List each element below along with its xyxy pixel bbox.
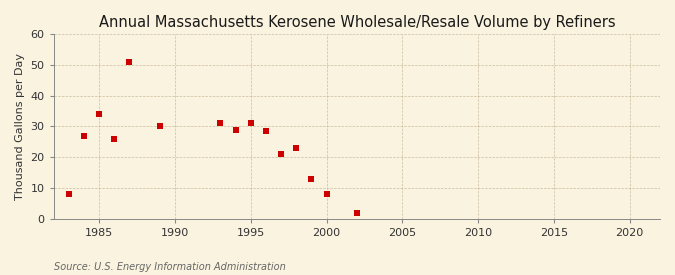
Point xyxy=(215,121,226,126)
Text: Source: U.S. Energy Information Administration: Source: U.S. Energy Information Administ… xyxy=(54,262,286,272)
Y-axis label: Thousand Gallons per Day: Thousand Gallons per Day xyxy=(15,53,25,200)
Point xyxy=(94,112,105,116)
Point xyxy=(78,133,89,138)
Point xyxy=(155,124,165,129)
Point xyxy=(245,121,256,126)
Point xyxy=(109,137,119,141)
Point xyxy=(230,127,241,132)
Point xyxy=(306,177,317,181)
Point xyxy=(291,146,302,150)
Point xyxy=(352,211,362,215)
Point xyxy=(275,152,286,156)
Point xyxy=(63,192,74,197)
Point xyxy=(321,192,332,197)
Title: Annual Massachusetts Kerosene Wholesale/Resale Volume by Refiners: Annual Massachusetts Kerosene Wholesale/… xyxy=(99,15,615,30)
Point xyxy=(261,129,271,133)
Point xyxy=(124,59,135,64)
